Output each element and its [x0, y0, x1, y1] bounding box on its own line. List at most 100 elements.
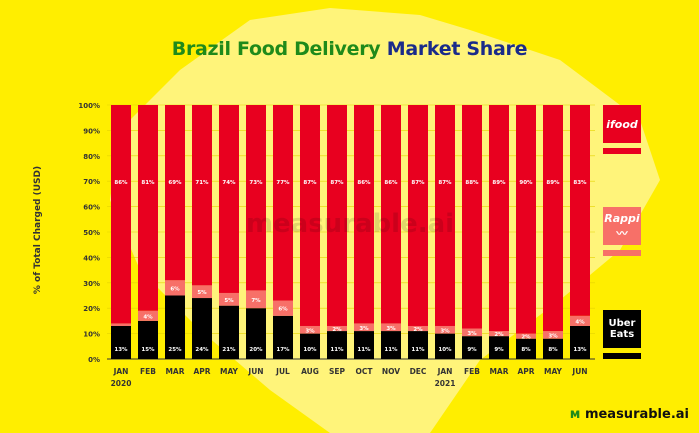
bar-rappi	[219, 292, 239, 306]
data-label: 83%	[573, 180, 587, 186]
data-label: 88%	[465, 180, 479, 186]
x-tick-label: JAN	[113, 367, 129, 376]
data-label: 77%	[276, 180, 290, 186]
data-label: 4%	[143, 314, 153, 320]
y-tick-label: 100%	[78, 102, 100, 110]
title-part1: Brazil Food Delivery	[171, 38, 381, 60]
data-label: 3%	[386, 326, 396, 332]
rappi-logo-icon: Rappi 〰	[603, 207, 641, 245]
bar-ifood	[165, 105, 185, 281]
data-label: 13%	[573, 347, 587, 353]
y-tick-label: 10%	[83, 331, 100, 339]
data-label: 7%	[251, 298, 261, 304]
bar-ifood	[354, 105, 374, 324]
bar-rappi	[435, 325, 455, 334]
bar-ubereats	[408, 331, 428, 359]
bar-rappi	[516, 333, 536, 339]
x-tick-label: AUG	[301, 367, 319, 376]
x-tick-label: OCT	[356, 367, 374, 376]
legend-swatch-rappi	[603, 250, 641, 256]
data-label: 8%	[548, 347, 558, 353]
bar-ubereats	[165, 295, 185, 359]
data-label: 9%	[467, 347, 477, 353]
bar-rappi	[273, 300, 293, 316]
bar-rappi	[543, 331, 563, 339]
brand-icon: ᴍ	[569, 407, 581, 422]
x-tick-label: MAR	[489, 367, 508, 376]
data-label: 3%	[467, 331, 477, 337]
bar-rappi	[462, 328, 482, 337]
data-label: 2%	[332, 327, 342, 333]
bar-rappi	[300, 325, 320, 334]
bar-ubereats	[381, 331, 401, 359]
y-tick-label: 20%	[83, 305, 100, 313]
data-label: 3%	[359, 326, 369, 332]
data-label: 87%	[411, 180, 425, 186]
y-tick-label: 60%	[83, 204, 100, 212]
x-tick-label: JUN	[247, 367, 263, 376]
data-label: 81%	[141, 180, 155, 186]
data-label: 3%	[305, 328, 315, 334]
x-tick-label: JUL	[275, 367, 290, 376]
data-label: 5%	[224, 298, 234, 304]
data-label: 87%	[330, 180, 344, 186]
data-label: 86%	[357, 180, 371, 186]
x-tick-label: SEP	[329, 367, 346, 376]
data-label: 4%	[575, 319, 585, 325]
data-label: 25%	[168, 347, 182, 353]
x-tick-label: JUN	[571, 367, 587, 376]
bar-ifood	[219, 105, 239, 293]
x-tick-label: MAR	[165, 367, 184, 376]
bar-ubereats	[354, 331, 374, 359]
x-tick-label: APR	[193, 367, 210, 376]
data-label: 8%	[521, 347, 531, 353]
bar-ifood	[192, 105, 212, 286]
data-label: 90%	[519, 180, 533, 186]
y-tick-label: 90%	[83, 127, 100, 135]
chart-title: Brazil Food Delivery Market Share	[0, 38, 699, 60]
x-tick-label: MAY	[544, 367, 563, 376]
bar-ifood	[516, 105, 536, 334]
y-tick-label: 80%	[83, 153, 100, 161]
data-label: 2%	[494, 332, 504, 338]
data-label: 86%	[114, 180, 128, 186]
data-label: 86%	[384, 180, 398, 186]
bar-ubereats	[462, 336, 482, 359]
bar-ifood	[300, 105, 320, 326]
y-tick-label: 40%	[83, 254, 100, 262]
bar-ubereats	[489, 336, 509, 359]
bar-rappi	[408, 325, 428, 332]
data-label: 11%	[411, 347, 425, 353]
watermark: measurable.ai	[246, 209, 454, 239]
bar-ifood	[543, 105, 563, 332]
bar-rappi	[489, 331, 509, 337]
brand-logo: ᴍ measurable.ai	[569, 407, 689, 422]
data-label: 3%	[548, 333, 558, 339]
bar-ifood	[489, 105, 509, 332]
x-tick-label: FEB	[464, 367, 480, 376]
bar-ubereats	[327, 331, 347, 359]
bar-ubereats	[516, 338, 536, 359]
year-label: 2020	[111, 379, 132, 388]
data-label: 15%	[141, 347, 155, 353]
bar-ifood	[408, 105, 428, 326]
data-label: 11%	[357, 347, 371, 353]
bar-rappi	[327, 325, 347, 332]
bar-ubereats	[300, 333, 320, 359]
bar-ubereats	[246, 308, 266, 359]
legend-ubereats: Uber Eats	[603, 310, 641, 359]
bar-ifood	[381, 105, 401, 324]
x-tick-label: JAN	[437, 367, 453, 376]
data-label: 11%	[384, 347, 398, 353]
data-label: 11%	[330, 347, 344, 353]
data-label: 5%	[197, 290, 207, 296]
data-label: 3%	[440, 328, 450, 334]
bar-rappi	[570, 315, 590, 326]
y-axis-label: % of Total Charged (USD)	[33, 165, 43, 295]
x-tick-label: APR	[517, 367, 534, 376]
bar-ubereats	[192, 298, 212, 359]
y-tick-label: 0%	[88, 356, 100, 364]
bar-ifood	[327, 105, 347, 326]
title-part2: Market Share	[386, 38, 528, 60]
legend-ifood: ifood	[603, 105, 641, 154]
